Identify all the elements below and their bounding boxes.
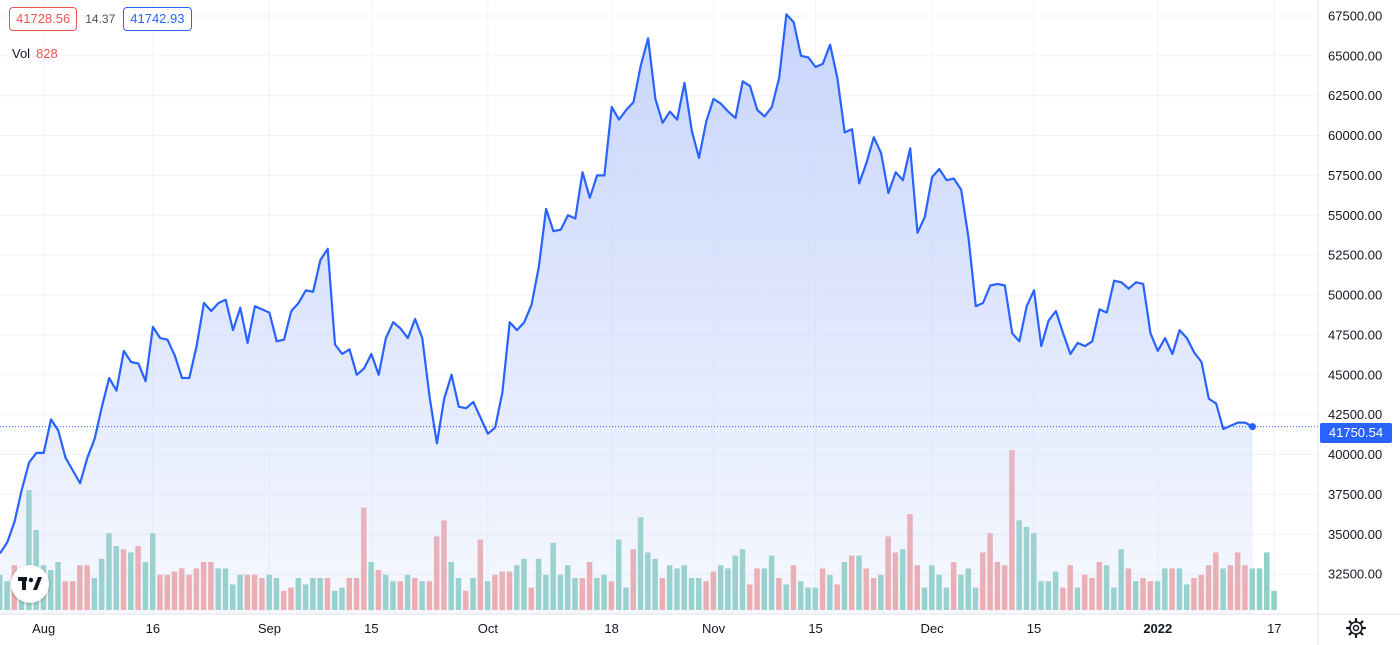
- volume-bar: [1256, 568, 1263, 610]
- price-tick-label: 37500.00: [1328, 487, 1382, 502]
- time-tick-label: 15: [808, 621, 822, 636]
- price-area-fill: [0, 14, 1253, 614]
- price-tick-label: 42500.00: [1328, 407, 1382, 422]
- last-price-marker: [1248, 423, 1256, 431]
- price-tick-label: 50000.00: [1328, 288, 1382, 303]
- price-line: [0, 13, 1254, 555]
- price-axis[interactable]: 32500.00 35000.00 37500.00 40000.00 42500.00…: [1328, 8, 1382, 581]
- time-tick-label: Oct: [478, 621, 499, 636]
- gear-icon[interactable]: [1345, 617, 1367, 639]
- time-tick-label: Sep: [258, 621, 281, 636]
- time-tick-label: 15: [1027, 621, 1041, 636]
- open-value-badge: 41728.56: [9, 7, 78, 31]
- close-value-badge: 41742.93: [123, 7, 192, 31]
- legend: 41728.56 14.37 41742.93: [9, 7, 192, 31]
- price-tick-label: 52500.00: [1328, 248, 1382, 263]
- volume-bar: [1264, 552, 1270, 610]
- time-tick-label: 18: [604, 621, 618, 636]
- price-tick-label: 40000.00: [1328, 447, 1382, 462]
- price-tick-label: 57500.00: [1328, 168, 1382, 183]
- last-price-tag: 41750.54: [1320, 423, 1392, 443]
- time-tick-label: Aug: [32, 621, 55, 636]
- change-value: 14.37: [85, 12, 116, 26]
- time-tick-label: 15: [364, 621, 378, 636]
- price-tick-label: 32500.00: [1328, 567, 1382, 582]
- price-tick-label: 60000.00: [1328, 128, 1382, 143]
- time-tick-label: 16: [146, 621, 160, 636]
- time-tick-label: Dec: [921, 621, 945, 636]
- time-tick-label: Nov: [702, 621, 726, 636]
- price-tick-label: 65000.00: [1328, 48, 1382, 63]
- time-tick-label: 2022: [1143, 621, 1172, 636]
- volume-label: Vol: [12, 46, 31, 61]
- price-tick-label: 45000.00: [1328, 367, 1382, 382]
- tradingview-logo-icon[interactable]: [11, 565, 49, 603]
- volume-bar: [1271, 590, 1277, 610]
- price-tick-label: 62500.00: [1328, 88, 1382, 103]
- volume-legend: Vol 828: [12, 46, 58, 61]
- price-tick-label: 35000.00: [1328, 527, 1382, 542]
- price-tick-label: 67500.00: [1328, 8, 1382, 23]
- time-tick-label: 17: [1267, 621, 1281, 636]
- volume-value: 828: [36, 46, 58, 61]
- price-tick-label: 55000.00: [1328, 208, 1382, 223]
- time-axis[interactable]: Aug 16 Sep 15 Oct 18 Nov 15 Dec 15 2022 17: [32, 621, 1281, 636]
- price-tick-label: 47500.00: [1328, 327, 1382, 342]
